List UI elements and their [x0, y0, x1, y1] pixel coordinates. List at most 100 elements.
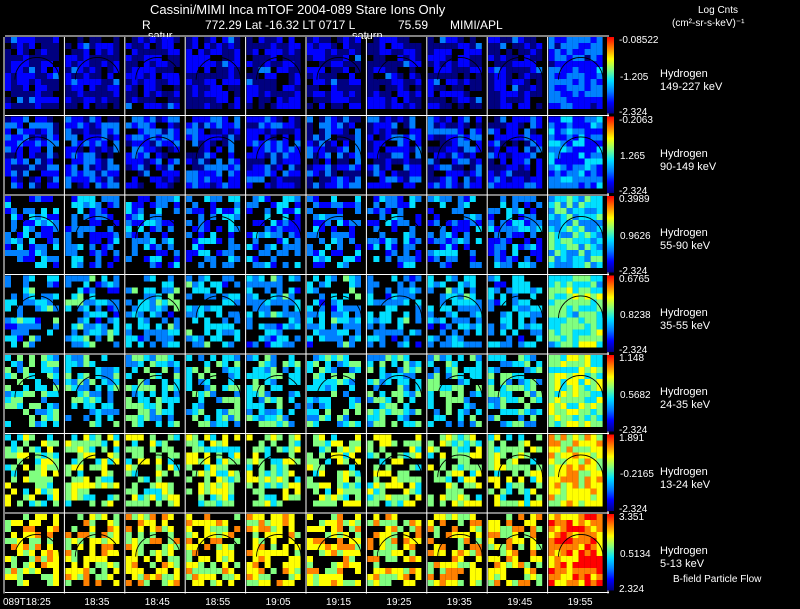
heatmap-pixel [409, 287, 416, 294]
heatmap-pixel [463, 67, 470, 73]
heatmap-pixel [83, 116, 90, 123]
heatmap-pixel [89, 220, 96, 226]
heatmap-pixel [23, 317, 29, 324]
heatmap-pixel [500, 103, 507, 109]
heatmap-pixel [113, 526, 120, 532]
heatmap-pixel [457, 323, 464, 330]
heatmap-pixel [65, 532, 72, 538]
heatmap-pixel [270, 299, 277, 306]
heatmap-pixel [409, 262, 416, 268]
heatmap-pixel [307, 196, 313, 202]
heatmap-pixel [548, 494, 555, 501]
heatmap-pixel [149, 220, 156, 226]
heatmap-pixel [427, 494, 434, 501]
heatmap-pixel [131, 97, 138, 103]
heatmap-pixel [578, 79, 585, 85]
heatmap-pixel [125, 158, 132, 165]
heatmap-pixel [385, 244, 392, 250]
heatmap-pixel [590, 311, 597, 318]
heatmap-pixel [47, 226, 53, 232]
heatmap-pixel [530, 85, 537, 91]
heatmap-pixel [427, 103, 434, 109]
heatmap-pixel [35, 176, 41, 183]
heatmap-pixel [355, 275, 361, 282]
heatmap-pixel [89, 556, 96, 562]
heatmap-pixel [167, 128, 174, 135]
heatmap-pixel [560, 146, 567, 153]
heatmap-pixel [463, 281, 470, 288]
heatmap-pixel [433, 317, 440, 324]
heatmap-pixel [204, 256, 211, 262]
heatmap-pixel [17, 379, 23, 385]
heatmap-pixel [307, 361, 313, 367]
heatmap-pixel [590, 244, 597, 250]
heatmap-pixel [500, 140, 507, 147]
heatmap-pixel [524, 287, 531, 294]
heatmap-pixel [149, 341, 156, 348]
heatmap-pixel [17, 140, 23, 147]
heatmap-pixel [11, 403, 17, 409]
heatmap-pixel [246, 293, 253, 300]
heatmap-pixel [246, 202, 253, 208]
heatmap-pixel [451, 244, 458, 250]
heatmap-pixel [125, 329, 132, 336]
heatmap-pixel [560, 164, 567, 171]
heatmap-pixel [590, 415, 597, 421]
heatmap-pixel [331, 85, 337, 91]
heatmap-pixel [439, 317, 446, 324]
heatmap-pixel [23, 452, 29, 459]
heatmap-pixel [560, 446, 567, 453]
heatmap-pixel [433, 379, 440, 385]
heatmap-pixel [427, 232, 434, 238]
contour-line [497, 136, 543, 160]
heatmap-pixel [488, 182, 495, 189]
heatmap-pixel [445, 305, 452, 312]
heatmap-pixel [29, 164, 35, 171]
heatmap-pixel [445, 79, 452, 85]
heatmap-pixel [125, 287, 132, 294]
heatmap-pixel [288, 293, 295, 300]
heatmap-pixel [198, 355, 205, 361]
heatmap-pixel [210, 256, 217, 262]
heatmap-pixel [469, 440, 476, 447]
heatmap-pixel [210, 182, 217, 189]
units-label: Log Cnts [698, 5, 739, 16]
heatmap-pixel [222, 397, 229, 403]
heatmap-pixel [89, 446, 96, 453]
heatmap-pixel [566, 170, 573, 177]
heatmap-pixel [161, 91, 168, 97]
heatmap-pixel [107, 122, 114, 129]
heatmap-pixel [385, 293, 392, 300]
heatmap-pixel [518, 299, 525, 306]
heatmap-pixel [572, 287, 579, 294]
heatmap-pixel [355, 140, 361, 147]
heatmap-pixel [524, 244, 531, 250]
heatmap-pixel [560, 379, 567, 385]
heatmap-pixel [554, 397, 561, 403]
heatmap-pixel [457, 97, 464, 103]
heatmap-pixel [500, 79, 507, 85]
heatmap-pixel [560, 256, 567, 262]
heatmap-pixel [596, 421, 603, 427]
heatmap-pixel [270, 500, 277, 507]
heatmap-pixel [409, 61, 416, 67]
heatmap-pixel [161, 73, 168, 79]
heatmap-pixel [234, 43, 241, 49]
heatmap-pixel [77, 452, 84, 459]
heatmap-pixel [107, 97, 114, 103]
heatmap-pixel [113, 287, 120, 294]
heatmap-pixel [488, 341, 495, 348]
heatmap-pixel [137, 323, 144, 330]
heatmap-pixel [475, 116, 482, 123]
heatmap-pixel [125, 208, 132, 214]
heatmap-pixel [331, 299, 337, 306]
heatmap-pixel [397, 79, 404, 85]
heatmap-pixel [198, 341, 205, 348]
heatmap-pixel [524, 281, 531, 288]
heatmap-pixel [192, 202, 199, 208]
heatmap-pixel [107, 335, 114, 342]
heatmap-pixel [35, 79, 41, 85]
heatmap-pixel [427, 158, 434, 165]
heatmap-pixel [71, 562, 78, 568]
heatmap-pixel [427, 287, 434, 294]
